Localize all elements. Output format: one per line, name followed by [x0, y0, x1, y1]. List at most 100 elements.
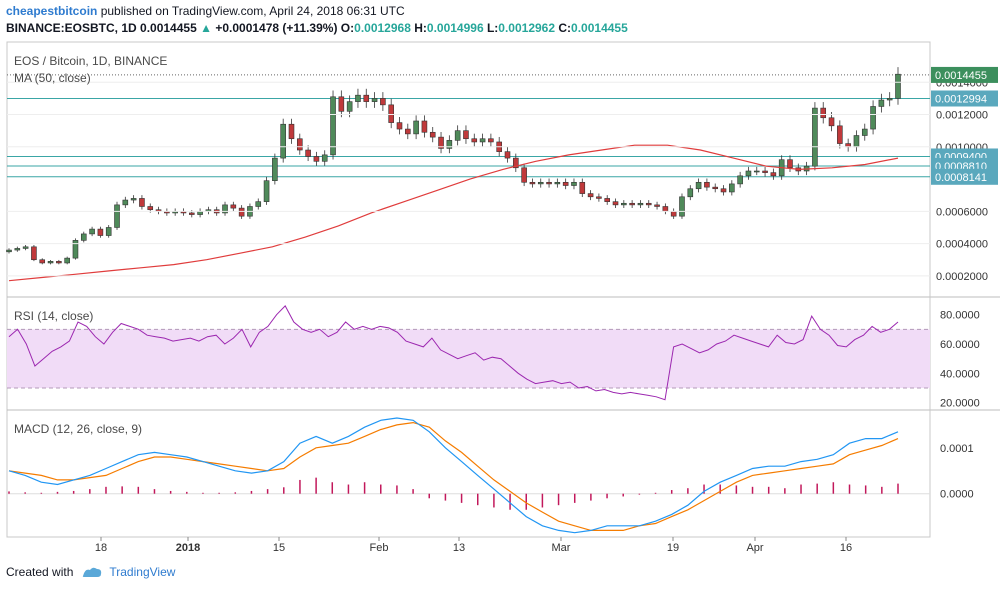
candle-body: [139, 198, 145, 207]
low-label: L:: [486, 21, 499, 35]
candle-body: [388, 104, 394, 123]
macd-tick-label: 0.0001: [940, 443, 974, 455]
candle-body: [762, 170, 768, 173]
ma-legend: MA (50, close): [14, 71, 91, 85]
candle-body: [546, 181, 552, 185]
candle-body: [471, 138, 478, 143]
published-text: published on TradingView.com, April 24, …: [100, 4, 405, 18]
candle-body: [188, 212, 195, 215]
candle-body: [446, 140, 453, 149]
candle-body: [6, 249, 12, 253]
rsi-pane[interactable]: 80.0000 60.0000 40.0000 20.0000: [7, 305, 980, 410]
candle-body: [272, 157, 278, 181]
candle-body: [604, 198, 610, 202]
candle-body: [488, 138, 494, 143]
candle-body: [720, 188, 727, 193]
candle-body: [380, 98, 386, 106]
candle-body: [64, 257, 70, 264]
candle-body: [238, 207, 245, 217]
candle-body: [820, 107, 827, 119]
open-label: O:: [340, 21, 355, 35]
price-value: 0.0014455: [140, 21, 197, 35]
tradingview-link[interactable]: TradingView: [81, 565, 175, 579]
price-tick-label: 0.0006000: [936, 206, 988, 218]
candle-body: [612, 201, 619, 206]
candle-body: [596, 196, 602, 199]
candle-body: [463, 130, 469, 140]
price-tick-label: 0.0012000: [936, 110, 988, 122]
candle-body: [429, 131, 436, 138]
author-link[interactable]: cheapestbitcoin: [6, 4, 98, 18]
change-value: +0.0001478 (+11.39%): [215, 21, 338, 35]
price-pane[interactable]: 0.00140000.00120000.00100000.00060000.00…: [6, 66, 998, 283]
created-with-text: Created with: [6, 565, 74, 579]
candle-body: [72, 240, 79, 259]
candle-body: [878, 99, 885, 107]
level-tag: [931, 66, 998, 83]
candle-body: [338, 96, 345, 112]
rsi-tick-label: 60.0000: [940, 339, 980, 351]
candle-body: [770, 172, 777, 177]
level-tag: [931, 90, 998, 107]
candle-body: [280, 123, 286, 159]
candle-body: [687, 188, 694, 198]
time-tick-label: Mar: [552, 542, 571, 554]
candle-body: [454, 130, 461, 141]
candle-body: [371, 98, 378, 102]
plot-border: [6, 41, 931, 538]
rsi-pane-title: RSI (14, close): [14, 309, 93, 323]
macd-pane[interactable]: 0.0001 0.0000: [7, 417, 974, 534]
candle-body: [587, 193, 594, 198]
candle-body: [521, 167, 527, 183]
time-axis[interactable]: 18 2018 15 Feb 13 Mar 19 Apr 16: [95, 537, 852, 554]
candle-body: [645, 202, 652, 206]
candle-body: [670, 211, 677, 217]
rsi-tick-label: 40.0000: [940, 368, 980, 380]
candle-body: [745, 170, 752, 177]
symbol-label: BINANCE:EOSBTC, 1D: [6, 21, 137, 35]
candle-body: [114, 204, 120, 228]
candle-body: [97, 228, 104, 236]
candle-body: [355, 94, 361, 102]
candle-body: [263, 180, 270, 202]
candle-body: [14, 248, 21, 251]
candle-body: [529, 181, 536, 185]
rsi-line: [8, 305, 899, 401]
candle-body: [579, 181, 586, 194]
chart-frame: [6, 41, 1000, 538]
candle-body: [895, 73, 901, 99]
candle-body: [513, 157, 519, 169]
candle-body: [654, 204, 660, 207]
level-tag-label: 0.0014455: [935, 70, 987, 82]
close-label: C:: [558, 21, 572, 35]
candle-body: [147, 206, 154, 211]
price-pane-title: EOS / Bitcoin, 1D, BINANCE: [14, 54, 167, 68]
candle-body: [56, 261, 62, 264]
level-tag: [931, 168, 998, 185]
candle-body: [729, 183, 735, 193]
candle-body: [363, 94, 370, 102]
time-tick-label: 15: [273, 542, 285, 554]
candle-body: [122, 199, 129, 206]
candle-body: [828, 117, 835, 127]
candle-body: [737, 175, 743, 185]
open-value: 0.0012968: [354, 21, 411, 35]
candle-body: [39, 259, 46, 264]
candle-body: [313, 156, 320, 162]
time-tick-label: Feb: [370, 542, 389, 554]
candle-body: [571, 181, 577, 186]
candle-body: [870, 106, 876, 130]
rsi-tick-label: 20.0000: [940, 398, 980, 410]
quote-line: BINANCE:EOSBTC, 1D 0.0014455 ▲ +0.000147…: [6, 21, 628, 35]
rsi-band: [7, 329, 930, 388]
candle-body: [330, 96, 336, 156]
candle-body: [413, 120, 419, 135]
candle-body: [753, 170, 760, 173]
close-value: 0.0014455: [571, 21, 628, 35]
candle-body: [695, 181, 702, 190]
high-value: 0.0014996: [426, 21, 484, 35]
level-tag-label: 0.0012994: [935, 93, 987, 105]
candle-body: [704, 181, 710, 188]
candle-body: [396, 122, 403, 130]
